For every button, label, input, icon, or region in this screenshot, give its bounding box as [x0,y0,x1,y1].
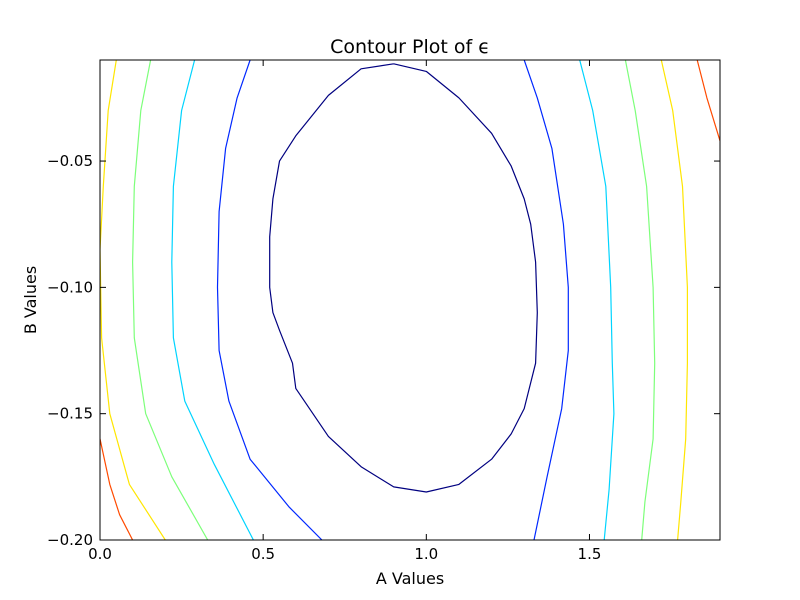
ticks-layer: 0.0 0.5 1.0 1.5 −0.05 −0.10 −0.15 −0.20 [47,60,720,563]
x-tick-label-2: 1.0 [414,545,438,563]
contour-line-level-2-seg-0 [216,60,323,540]
chart-title: Contour Plot of ϵ [330,36,490,58]
contour-line-level-3-seg-0 [171,60,254,540]
contour-line-level-6-seg-0 [100,438,134,540]
y-tick-label-3: −0.20 [47,531,93,549]
x-axis-label: A Values [376,569,444,588]
y-tick-label-0: −0.05 [47,152,93,170]
contour-line-level-4-seg-0 [132,60,209,540]
y-tick-label-1: −0.10 [47,278,93,296]
plot-frame [99,59,721,541]
contour-line-level-3-seg-1 [579,60,615,540]
contours-layer [100,60,720,540]
y-axis-label: B Values [21,266,40,334]
contour-line-level-6-seg-1 [696,60,720,141]
x-tick-label-1: 0.5 [251,545,275,563]
contour-line-level-5-seg-1 [660,60,689,540]
x-tick-label-0: 0.0 [88,545,112,563]
contour-line-level-1-seg-0 [269,63,538,493]
contour-line-level-4-seg-1 [624,60,656,540]
contour-line-level-5-seg-0 [100,60,166,540]
x-tick-label-3: 1.5 [578,545,602,563]
y-tick-label-2: −0.15 [47,405,93,423]
contour-line-level-2-seg-1 [523,60,569,540]
